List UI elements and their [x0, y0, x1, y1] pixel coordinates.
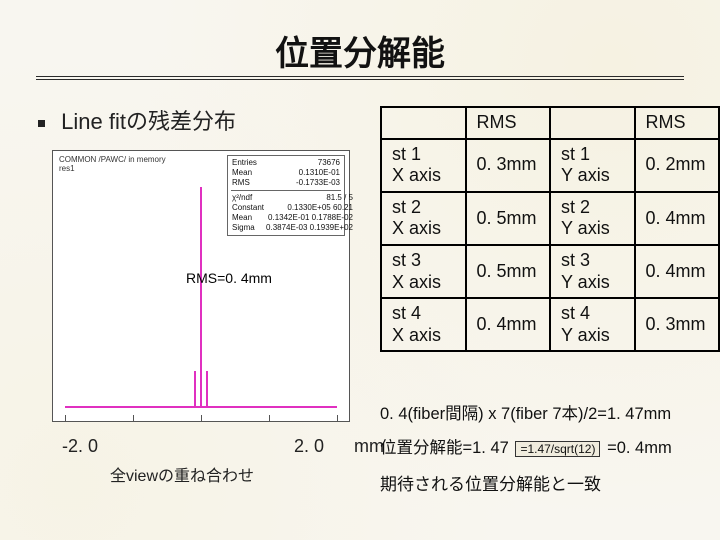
stats-rms: -0.1733E-03 — [272, 178, 341, 188]
table-cell: st 4Y axis — [550, 298, 635, 351]
table-cell: 0. 4mm — [466, 298, 551, 351]
table-cell: st 1Y axis — [550, 139, 635, 192]
residual-histogram: COMMON /PAWC/ in memory res1 Entries7367… — [52, 150, 350, 422]
stats-mean: 0.1310E-01 — [272, 168, 341, 178]
bullet-dot-icon — [38, 120, 45, 127]
table-cell: st 3Y axis — [550, 245, 635, 298]
chart-fit-table: χ²/ndf81.5 / 5 Constant0.1330E+05 60.21 … — [231, 193, 354, 233]
chart-stats-table: Entries73676 Mean0.1310E-01 RMS-0.1733E-… — [231, 158, 341, 188]
table-cell: 0. 4mm — [635, 192, 720, 245]
table-cell: RMS — [635, 107, 720, 139]
fit-sigma-label: Sigma — [231, 223, 265, 233]
stats-entries: 73676 — [272, 158, 341, 168]
chart-header-line1: COMMON /PAWC/ in memory — [59, 155, 166, 164]
fit-chi2: 81.5 / 5 — [265, 193, 354, 203]
table-row: st 3X axis 0. 5mm st 3Y axis 0. 4mm — [381, 245, 719, 298]
table-cell: 0. 2mm — [635, 139, 720, 192]
table-cell: 0. 5mm — [466, 245, 551, 298]
table-row: st 1X axis 0. 3mm st 1Y axis 0. 2mm — [381, 139, 719, 192]
resolution-line: 位置分解能=1. 47 =1.47/sqrt(12) =0. 4mm — [380, 434, 672, 458]
stats-mean-label: Mean — [231, 168, 272, 178]
stats-entries-label: Entries — [231, 158, 272, 168]
chart-tick — [337, 415, 338, 421]
table-cell: st 2Y axis — [550, 192, 635, 245]
sqrt-box: =1.47/sqrt(12) — [515, 441, 600, 457]
chart-caption: 全viewの重ね合わせ — [110, 462, 254, 486]
title-underline — [36, 76, 684, 80]
resolution-prefix: 位置分解能=1. 47 — [380, 439, 509, 457]
chart-rms-label: RMS=0. 4mm — [186, 270, 272, 286]
chart-peak — [200, 187, 202, 407]
table-cell: st 2X axis — [381, 192, 466, 245]
chart-stats-box: Entries73676 Mean0.1310E-01 RMS-0.1733E-… — [227, 155, 345, 236]
table-cell: RMS — [466, 107, 551, 139]
expected-line: 期待される位置分解能と一致 — [380, 470, 601, 495]
fit-chi2-label: χ²/ndf — [231, 193, 265, 203]
table-cell: 0. 3mm — [466, 139, 551, 192]
table-row: st 4X axis 0. 4mm st 4Y axis 0. 3mm — [381, 298, 719, 351]
table-cell: st 4X axis — [381, 298, 466, 351]
page-title: 位置分解能 — [0, 26, 720, 75]
table-cell: 0. 5mm — [466, 192, 551, 245]
axis-label-max: 2. 0 — [294, 436, 324, 457]
fit-const: 0.1330E+05 60.21 — [265, 203, 354, 213]
table-row: RMS RMS — [381, 107, 719, 139]
table-cell — [550, 107, 635, 139]
chart-tick — [201, 415, 202, 421]
chart-header-line2: res1 — [59, 164, 75, 173]
table-row: st 2X axis 0. 5mm st 2Y axis 0. 4mm — [381, 192, 719, 245]
fit-mean: 0.1342E-01 0.1788E-02 — [265, 213, 354, 223]
table-cell — [381, 107, 466, 139]
rms-table: RMS RMS st 1X axis 0. 3mm st 1Y axis 0. … — [380, 106, 720, 352]
table-cell: 0. 4mm — [635, 245, 720, 298]
fit-mean-label: Mean — [231, 213, 265, 223]
chart-tick — [65, 415, 66, 421]
bullet-line: Line fitの残差分布 — [38, 104, 236, 136]
table-cell: st 3X axis — [381, 245, 466, 298]
slide-page: 位置分解能 Line fitの残差分布 COMMON /PAWC/ in mem… — [0, 0, 720, 540]
fiber-calc-line: 0. 4(fiber間隔) x 7(fiber 7本)/2=1. 47mm — [380, 400, 671, 424]
chart-header: COMMON /PAWC/ in memory res1 — [59, 155, 166, 173]
chart-tick — [133, 415, 134, 421]
axis-label-min: -2. 0 — [62, 436, 98, 457]
table-cell: st 1X axis — [381, 139, 466, 192]
fit-sigma: 0.3874E-03 0.1939E+02 — [265, 223, 354, 233]
bullet-text: Line fitの残差分布 — [61, 109, 236, 134]
resolution-suffix: =0. 4mm — [607, 439, 672, 457]
stats-rms-label: RMS — [231, 178, 272, 188]
chart-tick — [269, 415, 270, 421]
fit-const-label: Constant — [231, 203, 265, 213]
table-cell: 0. 3mm — [635, 298, 720, 351]
